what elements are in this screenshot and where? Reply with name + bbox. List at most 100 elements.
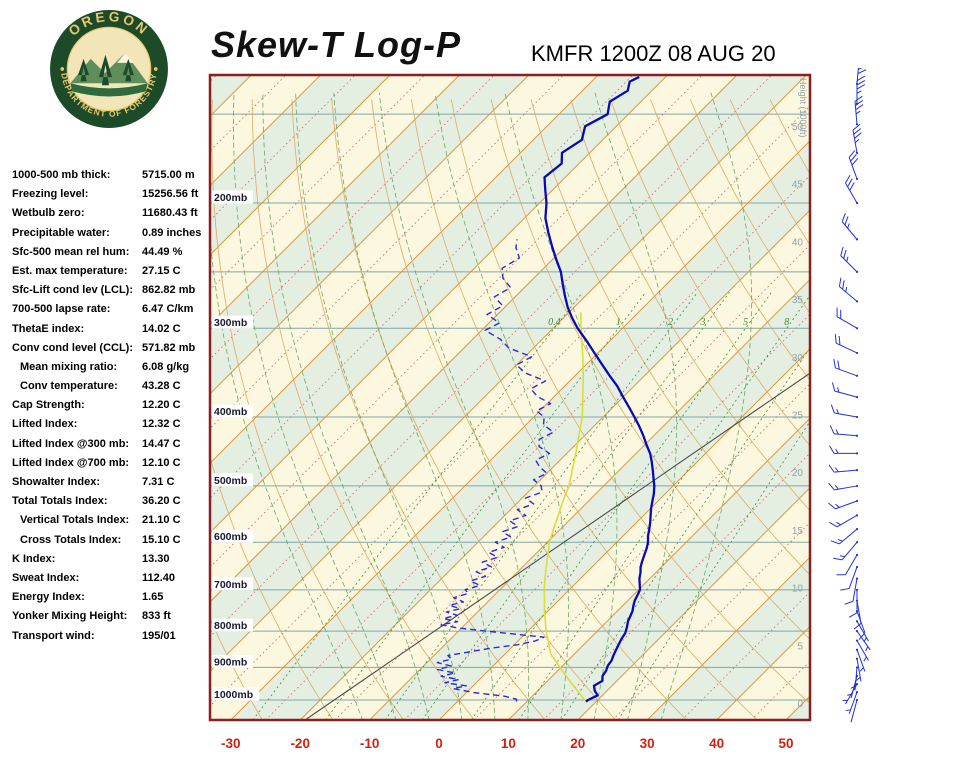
index-value: 36.20 C: [142, 495, 181, 508]
index-value: 27.15 C: [142, 264, 181, 277]
index-value: 862.82 mb: [142, 284, 196, 297]
svg-text:600mb: 600mb: [214, 531, 247, 543]
index-value: 6.47 C/km: [142, 303, 194, 316]
svg-text:10: 10: [792, 584, 804, 595]
index-row: Conv temperature: 43.28 C: [12, 378, 212, 397]
index-label: Precipitable water:: [12, 226, 110, 239]
dry-adiabat-lines: [210, 99, 810, 720]
svg-text:0.4: 0.4: [548, 317, 561, 328]
index-row: Cross Totals Index: 15.10 C: [12, 532, 212, 551]
index-value: 15.10 C: [142, 533, 181, 546]
index-row: Total Totals Index: 36.20 C: [12, 493, 212, 512]
svg-text:1000mb: 1000mb: [214, 689, 253, 701]
svg-text:-30: -30: [221, 736, 241, 751]
index-value: 5715.00 m: [142, 169, 195, 181]
odf-logo-svg: OREGON DEPARTMENT OF FORESTRY: [50, 9, 168, 128]
svg-text:30: 30: [640, 736, 655, 751]
index-row: 700-500 lapse rate: 6.47 C/km: [12, 301, 212, 320]
index-value: 833 ft: [142, 610, 171, 623]
temperature-axis-labels: -30 -20 -10 0 10 20 30 40 50: [221, 736, 793, 751]
page-title: Skew-T Log-P: [211, 24, 462, 65]
index-label: Lifted Index @300 mb:: [12, 437, 130, 450]
isobar-lines: [210, 113, 810, 701]
svg-text:1: 1: [616, 317, 621, 328]
index-value: 6.08 g/kg: [142, 360, 190, 373]
svg-text:10: 10: [501, 736, 516, 751]
index-label: Cap Strength:: [12, 399, 85, 412]
index-value: 14.47 C: [142, 437, 181, 450]
svg-text:400mb: 400mb: [214, 406, 247, 418]
index-label: Sfc-500 mean rel hum:: [12, 245, 130, 258]
index-label: Sfc-Lift cond lev (LCL):: [12, 284, 133, 297]
svg-text:200mb: 200mb: [214, 192, 247, 204]
indices-panel: 1000-500 mb thick: 5715.00 m Freezing leve…: [12, 167, 212, 647]
chart-frame: [208, 73, 812, 722]
height-axis-label: Height (1000ft): [798, 78, 808, 138]
svg-text:900mb: 900mb: [214, 656, 247, 668]
svg-text:-10: -10: [360, 736, 380, 751]
skewt-chart: 200mb 300mb 400mb 500mb 600mb 700mb 800mb 900mb…: [208, 68, 871, 751]
index-row: Conv cond level (CCL): 571.82 mb: [12, 340, 212, 359]
index-value: 44.49 %: [142, 245, 183, 258]
svg-text:800mb: 800mb: [214, 620, 247, 632]
index-value: 14.02 C: [142, 322, 181, 335]
index-label: Sweat Index:: [12, 571, 80, 584]
index-row: Precipitable water: 0.89 inches: [12, 225, 212, 244]
svg-text:0: 0: [435, 736, 443, 751]
index-label: Conv temperature:: [20, 380, 118, 393]
temperature-trace: [543, 75, 656, 703]
index-value: 7.31 C: [142, 476, 175, 488]
index-row: Freezing level: 15256.56 ft: [12, 186, 212, 205]
temperature-bands: [210, 75, 810, 720]
svg-text:50: 50: [792, 122, 804, 133]
index-row: Transport wind: 195/01: [12, 628, 212, 647]
svg-text:30: 30: [792, 353, 804, 364]
odf-logo: OREGON DEPARTMENT OF FORESTRY: [48, 8, 170, 130]
index-row: K Index: 13.30: [12, 551, 212, 570]
wind-barb-column: [828, 68, 871, 723]
index-label: Yonker Mixing Height:: [12, 610, 128, 623]
index-label: 700-500 lapse rate:: [12, 303, 111, 316]
index-row: Sfc-500 mean rel hum: 44.49 %: [12, 244, 212, 263]
index-row: Sweat Index: 112.40: [12, 570, 212, 589]
parcel-trace: [543, 312, 587, 702]
index-label: Transport wind:: [12, 629, 95, 642]
index-label: Conv cond level (CCL):: [12, 341, 134, 354]
svg-text:40: 40: [792, 237, 804, 248]
index-row: Lifted Index @700 mb: 12.10 C: [12, 455, 212, 474]
index-row: Vertical Totals Index: 21.10 C: [12, 512, 212, 531]
svg-text:2: 2: [668, 317, 673, 328]
index-row: Mean mixing ratio: 6.08 g/kg: [12, 359, 212, 378]
index-row: Sfc-Lift cond lev (LCL): 862.82 mb: [12, 282, 212, 301]
svg-text:35: 35: [792, 295, 804, 306]
index-value: 15256.56 ft: [142, 188, 199, 201]
svg-text:500mb: 500mb: [214, 475, 247, 487]
index-row: Est. max temperature: 27.15 C: [12, 263, 212, 282]
mixing-ratio-labels: 0.4 1 2 3 5 8: [548, 317, 789, 328]
station-info: KMFR 1200Z 08 AUG 20: [531, 41, 776, 66]
svg-text:45: 45: [792, 180, 804, 191]
svg-text:50: 50: [778, 736, 793, 751]
index-value: 12.20 C: [142, 399, 181, 412]
index-label: Lifted Index @700 mb:: [12, 456, 130, 469]
index-label: Lifted Index:: [12, 418, 78, 431]
svg-text:700mb: 700mb: [214, 579, 247, 591]
index-value: 112.40: [142, 571, 176, 584]
index-label: Mean mixing ratio:: [20, 360, 118, 373]
index-label: ThetaE index:: [12, 322, 85, 335]
svg-text:8: 8: [784, 317, 789, 328]
index-value: 12.10 C: [142, 456, 181, 469]
index-label: Wetbulb zero:: [12, 207, 85, 220]
index-row: Lifted Index: 12.32 C: [12, 416, 212, 435]
index-row: ThetaE index: 14.02 C: [12, 321, 212, 340]
svg-text:15: 15: [792, 526, 804, 537]
index-value: 0.89 inches: [142, 226, 202, 239]
index-value: 12.32 C: [142, 418, 181, 431]
logo-diamond-left: [60, 67, 65, 71]
pressure-labels: 200mb 300mb 400mb 500mb 600mb 700mb 800mb 900mb…: [212, 190, 260, 701]
logo-diamond-right: [153, 67, 158, 71]
svg-text:0: 0: [797, 699, 803, 710]
index-value: 43.28 C: [142, 380, 181, 393]
svg-text:5: 5: [797, 641, 803, 652]
